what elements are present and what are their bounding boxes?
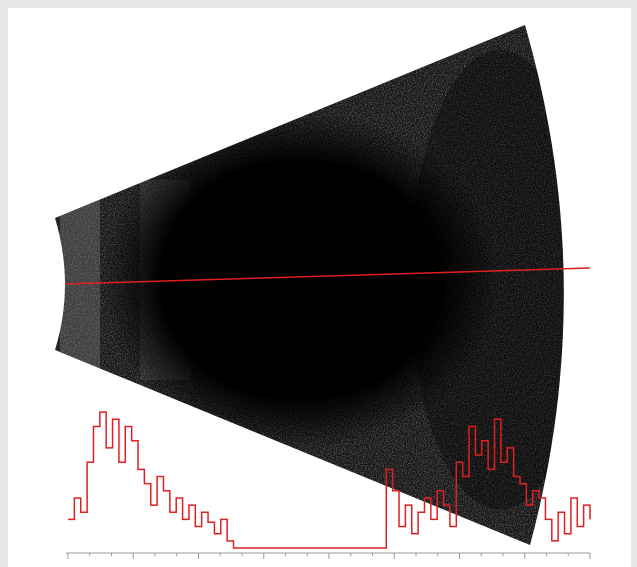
screenshot bbox=[0, 0, 637, 567]
ultrasound-view bbox=[0, 0, 637, 567]
